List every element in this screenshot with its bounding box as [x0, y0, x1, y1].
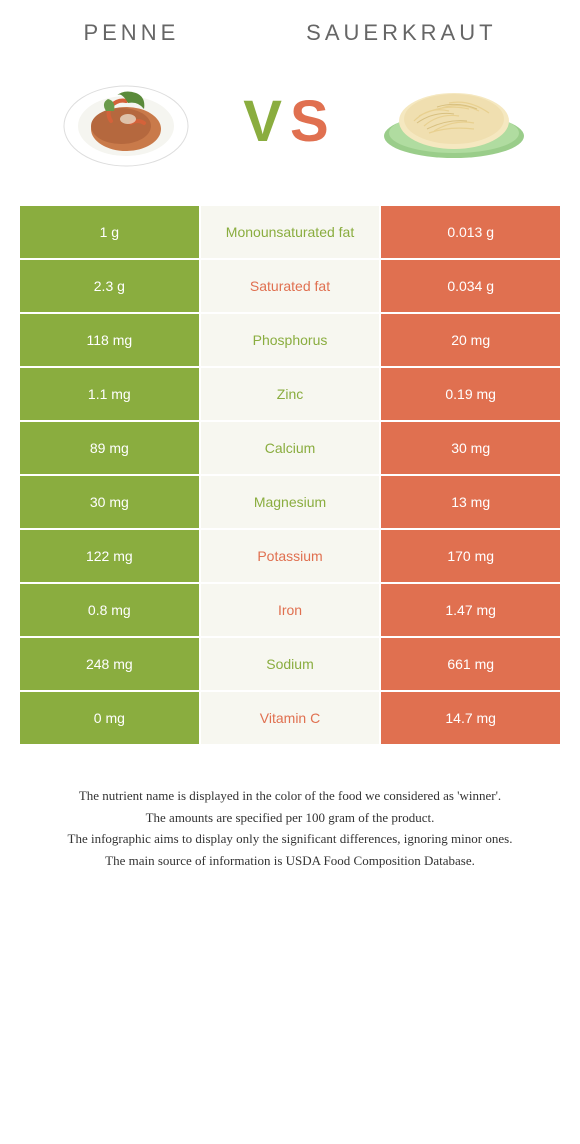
value-right: 0.19 mg	[381, 368, 560, 420]
value-right: 0.013 g	[381, 206, 560, 258]
value-right: 0.034 g	[381, 260, 560, 312]
table-row: 248 mgSodium661 mg	[20, 638, 560, 690]
value-left: 0 mg	[20, 692, 199, 744]
footer-line: The main source of information is USDA F…	[30, 851, 550, 871]
table-row: 1 gMonounsaturated fat0.013 g	[20, 206, 560, 258]
table-row: 2.3 gSaturated fat0.034 g	[20, 260, 560, 312]
vs-label: VS	[243, 88, 336, 155]
vs-row: VS	[0, 56, 580, 206]
vs-v-letter: V	[243, 89, 290, 154]
nutrient-label: Sodium	[201, 638, 380, 690]
nutrient-label: Saturated fat	[201, 260, 380, 312]
food-image-right	[379, 66, 529, 176]
table-row: 0.8 mgIron1.47 mg	[20, 584, 560, 636]
value-right: 14.7 mg	[381, 692, 560, 744]
footer-line: The infographic aims to display only the…	[30, 829, 550, 849]
infographic-container: Penne Sauerkraut VS	[0, 0, 580, 902]
footer-notes: The nutrient name is displayed in the co…	[0, 746, 580, 902]
header-row: Penne Sauerkraut	[0, 0, 580, 56]
nutrient-label: Monounsaturated fat	[201, 206, 380, 258]
value-left: 118 mg	[20, 314, 199, 366]
penne-plate-icon	[56, 71, 196, 171]
value-left: 1 g	[20, 206, 199, 258]
table-row: 89 mgCalcium30 mg	[20, 422, 560, 474]
value-left: 1.1 mg	[20, 368, 199, 420]
footer-line: The amounts are specified per 100 gram o…	[30, 808, 550, 828]
value-right: 1.47 mg	[381, 584, 560, 636]
vs-s-letter: S	[290, 89, 337, 154]
value-right: 170 mg	[381, 530, 560, 582]
value-left: 122 mg	[20, 530, 199, 582]
value-left: 0.8 mg	[20, 584, 199, 636]
value-left: 248 mg	[20, 638, 199, 690]
nutrient-label: Phosphorus	[201, 314, 380, 366]
value-right: 20 mg	[381, 314, 560, 366]
table-row: 1.1 mgZinc0.19 mg	[20, 368, 560, 420]
table-row: 122 mgPotassium170 mg	[20, 530, 560, 582]
sauerkraut-plate-icon	[379, 81, 529, 161]
value-left: 89 mg	[20, 422, 199, 474]
value-left: 2.3 g	[20, 260, 199, 312]
title-right: Sauerkraut	[306, 20, 496, 46]
footer-line: The nutrient name is displayed in the co…	[30, 786, 550, 806]
nutrient-label: Zinc	[201, 368, 380, 420]
nutrient-label: Vitamin C	[201, 692, 380, 744]
value-right: 13 mg	[381, 476, 560, 528]
value-left: 30 mg	[20, 476, 199, 528]
nutrient-label: Potassium	[201, 530, 380, 582]
nutrient-label: Iron	[201, 584, 380, 636]
table-row: 118 mgPhosphorus20 mg	[20, 314, 560, 366]
nutrient-label: Calcium	[201, 422, 380, 474]
table-row: 30 mgMagnesium13 mg	[20, 476, 560, 528]
food-image-left	[51, 66, 201, 176]
value-right: 661 mg	[381, 638, 560, 690]
title-left: Penne	[83, 20, 179, 46]
nutrient-table: 1 gMonounsaturated fat0.013 g2.3 gSatura…	[20, 206, 560, 744]
table-row: 0 mgVitamin C14.7 mg	[20, 692, 560, 744]
nutrient-label: Magnesium	[201, 476, 380, 528]
value-right: 30 mg	[381, 422, 560, 474]
